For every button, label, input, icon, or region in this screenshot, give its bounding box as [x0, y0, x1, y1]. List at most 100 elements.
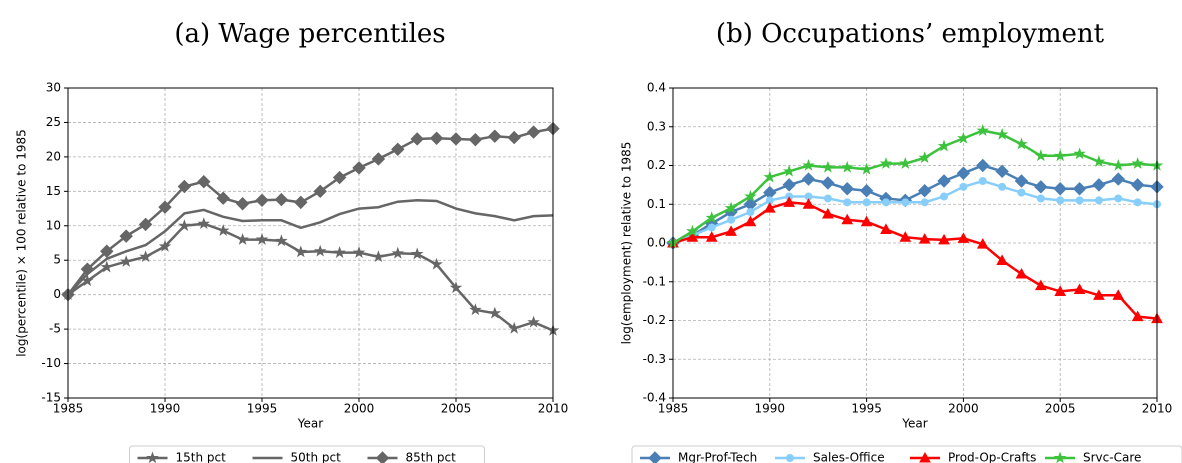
y-axis-label: log(employment) relative to 1985 — [620, 142, 634, 345]
y-tick-label: 0.1 — [647, 197, 666, 211]
y-tick-label: -0.4 — [643, 391, 666, 405]
data-point — [822, 207, 834, 219]
data-point — [507, 321, 521, 334]
legend-label: 15th pct — [176, 451, 227, 463]
data-point — [802, 198, 815, 209]
legend-marker — [919, 451, 931, 463]
data-point — [879, 157, 893, 169]
data-point — [746, 208, 755, 216]
y-tick-label: 0 — [53, 287, 61, 301]
data-point — [1015, 267, 1028, 279]
data-point — [332, 170, 347, 185]
data-point — [294, 195, 308, 210]
data-point — [1131, 310, 1144, 322]
data-point — [216, 191, 230, 205]
data-point — [1131, 157, 1144, 169]
data-point — [80, 262, 95, 276]
y-tick-label: 0.4 — [647, 81, 666, 95]
legend-marker — [146, 451, 159, 463]
data-point — [782, 164, 796, 177]
data-point — [197, 217, 211, 230]
data-point — [119, 229, 133, 243]
data-point — [995, 127, 1009, 140]
y-tick-label: -0.3 — [643, 352, 666, 366]
data-point — [707, 223, 716, 232]
data-point — [744, 189, 757, 202]
x-tick-label: 1985 — [658, 402, 689, 416]
data-point — [1112, 158, 1125, 171]
data-point — [1056, 196, 1065, 205]
series-line — [673, 129, 1157, 245]
y-tick-label: 10 — [46, 218, 61, 232]
data-point — [918, 151, 931, 164]
data-point — [783, 196, 796, 207]
y-tick-label: -15 — [41, 391, 61, 405]
data-point — [469, 303, 482, 316]
chart-title: (a) Wage percentiles — [174, 19, 445, 49]
data-point — [821, 176, 835, 190]
data-point — [996, 254, 1008, 265]
x-tick-label: 1995 — [247, 402, 278, 416]
legend-label: Sales-Office — [813, 451, 885, 463]
data-point — [976, 124, 989, 136]
data-point — [860, 215, 873, 227]
data-point — [429, 131, 444, 145]
y-axis-label: log(percentile) × 100 relative to 1985 — [15, 129, 29, 357]
y-tick-label: -5 — [49, 322, 61, 336]
legend-marker — [1053, 451, 1067, 463]
data-point — [507, 130, 521, 145]
x-axis-label: Year — [901, 417, 927, 431]
data-point — [255, 233, 269, 245]
data-point — [1072, 182, 1087, 196]
x-tick-label: 2005 — [441, 402, 472, 416]
data-point — [937, 174, 951, 188]
data-point — [313, 244, 327, 257]
legend-label: 50th pct — [291, 451, 342, 463]
data-point — [938, 233, 950, 245]
data-point — [959, 182, 968, 191]
data-point — [957, 131, 970, 144]
data-point — [957, 232, 970, 243]
data-point — [862, 198, 871, 207]
data-point — [821, 160, 834, 173]
y-tick-label: -0.2 — [643, 313, 666, 327]
data-point — [1053, 182, 1067, 196]
data-point — [119, 255, 133, 267]
data-point — [352, 161, 366, 175]
x-tick-label: 1995 — [851, 402, 882, 416]
y-tick-label: 0.2 — [647, 158, 666, 172]
data-point — [197, 174, 211, 189]
x-tick-label: 1990 — [150, 402, 181, 416]
data-point — [449, 281, 463, 294]
data-point — [1112, 289, 1125, 300]
data-point — [255, 193, 269, 207]
data-point — [275, 234, 288, 247]
data-point — [763, 170, 777, 183]
data-point — [998, 182, 1007, 191]
data-point — [1014, 174, 1029, 188]
data-point — [823, 194, 832, 203]
data-point — [840, 182, 854, 196]
data-point — [1130, 178, 1145, 192]
data-point — [410, 247, 424, 260]
legend-label: 85th pct — [406, 451, 457, 463]
y-tick-label: 15 — [46, 184, 61, 198]
data-point — [236, 233, 249, 245]
legend-box — [631, 445, 1182, 463]
legend-label: Mgr-Prof-Tech — [678, 451, 757, 463]
y-tick-label: 5 — [53, 253, 61, 267]
data-point — [901, 198, 910, 207]
data-point — [920, 198, 929, 207]
data-point — [178, 219, 191, 232]
plot-frame — [67, 87, 554, 399]
data-point — [468, 132, 483, 147]
y-tick-label: -0.1 — [643, 274, 666, 288]
data-point — [352, 246, 366, 258]
legend-marker — [786, 454, 794, 462]
data-point — [859, 183, 874, 198]
x-tick-label: 1990 — [755, 402, 786, 416]
data-point — [449, 132, 463, 146]
data-point — [138, 217, 153, 232]
series-line — [68, 127, 553, 296]
data-point — [782, 178, 796, 192]
